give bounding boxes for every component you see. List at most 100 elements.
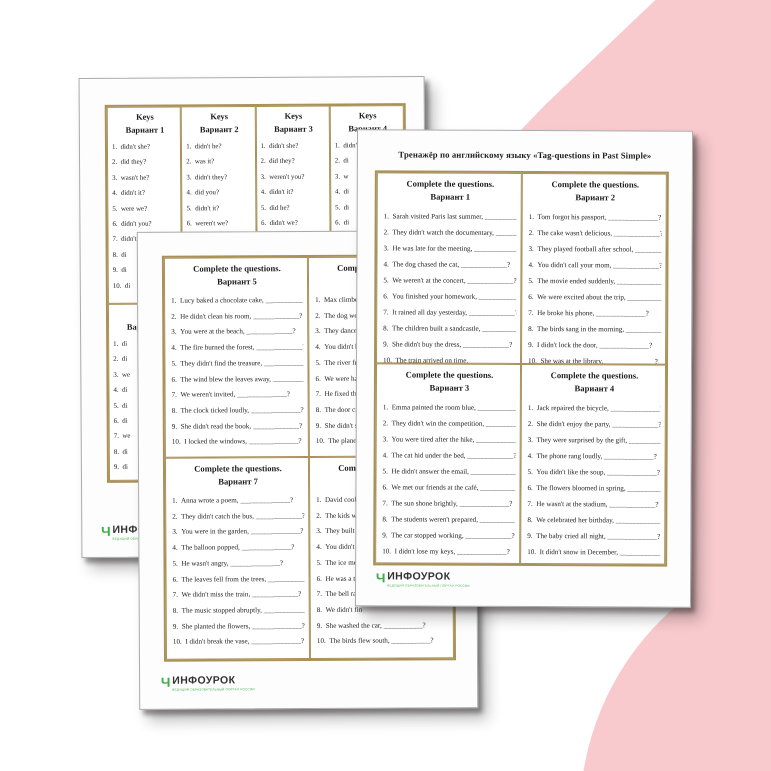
question-item: I locked the windows, ______________?: [184, 437, 302, 446]
variant-label: Вариант 1: [430, 191, 471, 202]
variant-section: Complete the questions. Вариант 4 Jack r…: [520, 363, 667, 565]
question-item: He didn't answer the email, ____________…: [391, 467, 516, 476]
question-item: He wasn't angry, ______________?: [181, 558, 284, 568]
question-item: The leaves fell from the trees, ________…: [181, 574, 305, 584]
section-heading: Complete the questions.: [193, 263, 281, 274]
question-item: We met our friends at the café, ________…: [391, 483, 516, 492]
question-item: The cat hid under the bed, _____________…: [391, 451, 516, 460]
question-item: The children built a sandcastle, _______…: [392, 324, 517, 333]
question-item: They were surprised by the gift, _______…: [536, 436, 661, 445]
variant-section: Complete the questions. Вариант 1 Sarah …: [376, 172, 522, 364]
question-item: She planted the flowers, ______________?: [181, 621, 305, 631]
question-item: Anna wrote a poem, ______________?: [181, 496, 294, 505]
question-item: She washed the car, ___________?: [325, 621, 426, 630]
question-item: They didn't catch the bus, _____________…: [181, 511, 305, 521]
answer-item: weren't you?: [269, 173, 305, 181]
question-item: Emma painted the room blue, ____________…: [391, 403, 516, 412]
question-item: The sun shone brightly, ______________?: [391, 499, 513, 508]
question-item: The fire burned the forest, ____________…: [180, 343, 304, 352]
question-list: Emma painted the room blue, ____________…: [382, 399, 516, 560]
keys-heading: Keys: [136, 112, 154, 122]
section-heading: Complete the questions.: [194, 463, 282, 474]
question-item: He didn't clean his room, _____________?: [180, 311, 303, 321]
answer-item: didn't we?: [269, 219, 298, 227]
infourok-logo-icon: Ч: [375, 570, 386, 586]
question-item: The dog chased the cat, _____________?: [392, 260, 511, 269]
variant-section: Complete the questions. Вариант 3 Emma p…: [375, 363, 522, 564]
question-item: You were at the beach, _____________?: [180, 327, 296, 337]
variant-label: Вариант 7: [218, 476, 258, 487]
answer-item: weren't we?: [195, 220, 229, 228]
infourok-logo: Ч ИНФОУРОК ВЕДУЩИЙ ОБРАЗОВАТЕЛЬНЫЙ ПОРТА…: [160, 674, 255, 691]
question-item: The phone rang loudly, ______________?: [536, 452, 657, 461]
infourok-logo-icon: Ч: [101, 523, 111, 539]
question-item: Tom forgot his passport, ______________?: [537, 213, 662, 222]
question-list: Jack repaired the bicycle, _____________…: [527, 400, 661, 561]
answer-item: did they?: [269, 158, 295, 166]
question-item: They didn't win the competition, _______…: [391, 419, 516, 429]
answer-item: didn't they?: [195, 173, 228, 182]
variant-section: Complete the questions. Вариант 7 Anna w…: [164, 456, 310, 660]
question-item: The movie ended suddenly, _____________?: [537, 277, 662, 286]
section-heading: Complete the questions.: [405, 369, 494, 380]
question-item: He was late for the meeting, ___________…: [392, 244, 517, 253]
question-item: The students weren't prepared, _________…: [391, 515, 516, 524]
questions-table-1-4: Complete the questions. Вариант 1 Sarah …: [373, 170, 669, 567]
question-item: The wind blew the leaves away, _________…: [180, 374, 304, 384]
question-item: The baby cried all night, ______________…: [536, 532, 661, 541]
question-item: You were in the garden, ______________?: [181, 527, 304, 537]
infourok-logo-tagline: ВЕДУЩИЙ ОБРАЗОВАТЕЛЬНЫЙ ПОРТАЛ РОССИИ: [387, 583, 470, 588]
variant-label: Вариант 3: [429, 382, 470, 393]
question-item: You were tired after the hike, _________…: [391, 435, 516, 444]
answer-item: were we?: [120, 205, 148, 213]
question-item: The flowers bloomed in spring, _________…: [536, 484, 661, 493]
question-item: It rained all day yesterday, ___________…: [392, 308, 517, 317]
question-item: He wasn't at the stadium, _____________?: [536, 500, 659, 509]
question-item: It didn't snow in December, ____________…: [539, 548, 661, 557]
question-item: You didn't like the soup, ______________…: [536, 468, 660, 477]
variant-label: Вариант 5: [217, 276, 257, 287]
question-item: Jack repaired the bicycle, _____________…: [536, 404, 661, 413]
answer-item: didn't you?: [121, 220, 152, 228]
answer-item: didn't he?: [194, 143, 222, 151]
question-item: The car stopped working, _____________?: [391, 531, 515, 540]
question-item: They played football after school, _____…: [537, 245, 662, 254]
question-item: They didn't watch the documentary, _____…: [392, 228, 517, 237]
keys-heading: Keys: [358, 111, 377, 121]
question-item: We weren't invited, ______________?: [180, 390, 290, 399]
question-list: Anna wrote a poem, ______________? They d…: [172, 493, 305, 651]
answer-item: was it?: [194, 158, 215, 166]
question-item: We didn't miss the train, _____________?: [181, 590, 302, 599]
question-item: We were excited about the trip, ________…: [537, 293, 662, 302]
question-item: The cake wasn't delicious, _____________…: [537, 229, 662, 238]
variant-section: Complete the questions. Вариант 5 Lucy b…: [163, 256, 309, 458]
answer-item: didn't she?: [269, 142, 299, 150]
infourok-logo: Ч ИНФОУРОК ВЕДУЩИЙ ОБРАЗОВАТЕЛЬНЫЙ ПОРТА…: [375, 570, 470, 588]
answer-item: wasn't he?: [120, 174, 150, 182]
variant-label: Вариант 2: [575, 192, 616, 203]
infourok-logo-text: ИНФОУРОК: [172, 674, 236, 687]
infourok-logo-text: ИНФОУРОК: [387, 570, 451, 583]
keys-variant-label: Вариант 2: [199, 124, 239, 134]
question-item: He broke his phone, ______________?: [537, 309, 649, 318]
variant-section: Complete the questions. Вариант 2 Tom fo…: [521, 172, 667, 365]
answer-item: did you?: [195, 189, 220, 197]
question-item: We weren't at the concert, _____________…: [392, 276, 517, 285]
answer-item: didn't it?: [269, 188, 294, 197]
question-item: The clock ticked loudly, ______________?: [180, 405, 304, 415]
question-item: The birds flew south, ___________?: [329, 636, 434, 646]
page-variants-1-4[interactable]: Тренажёр по английскому языку «Tag-quest…: [354, 129, 694, 608]
section-heading: Complete the questions.: [406, 178, 495, 189]
worksheet-title: Тренажёр по английскому языку «Tag-quest…: [398, 149, 652, 161]
question-item: I didn't lock the door, ______________?: [536, 341, 653, 350]
question-item: Sarah visited Paris last summer, _______…: [392, 212, 517, 221]
question-item: I didn't break the vase, ______________?: [185, 637, 305, 646]
keys-variant-label: Вариант 3: [274, 124, 313, 134]
question-item: You finished your homework, ____________…: [392, 292, 517, 302]
question-list: Lucy baked a chocolate cake, ___________…: [171, 293, 304, 451]
section-heading: Complete the questions.: [550, 370, 639, 381]
question-item: You didn't call your mom, _____________?: [537, 261, 662, 270]
infourok-logo-icon: Ч: [160, 674, 171, 690]
question-item: They didn't find the treasure, _________…: [180, 358, 304, 368]
